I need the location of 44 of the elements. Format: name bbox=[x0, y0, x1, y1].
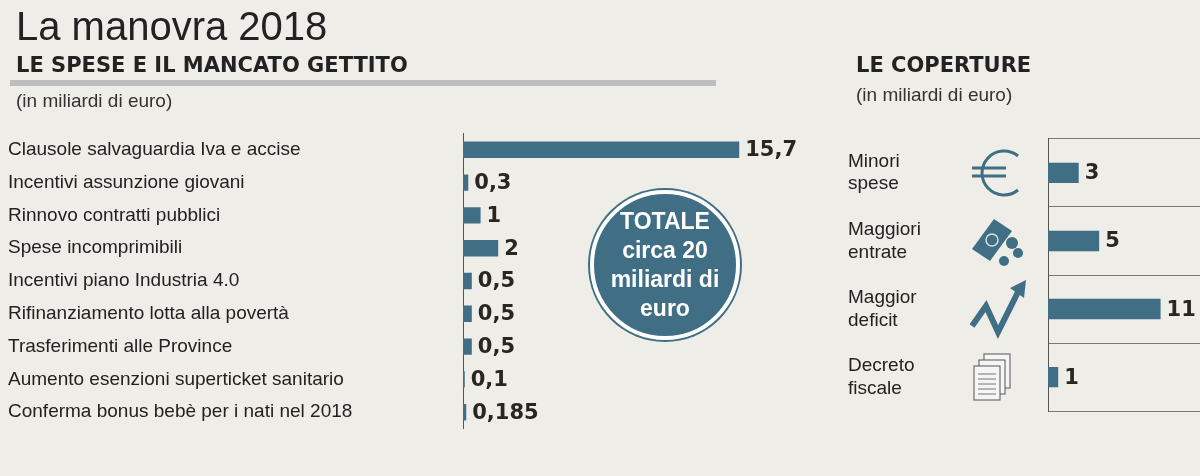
bar bbox=[463, 305, 472, 322]
data-label: 1 bbox=[1064, 364, 1079, 389]
data-label: 0,5 bbox=[477, 334, 515, 359]
bar bbox=[1048, 366, 1059, 388]
bar bbox=[463, 404, 467, 421]
y-tick-label: Incentivi piano Industria 4.0 bbox=[8, 269, 240, 291]
data-label: 2 bbox=[504, 235, 519, 260]
y-tick-label: Maggiori entrate bbox=[848, 217, 921, 262]
y-tick-label: Incentivi assunzione giovani bbox=[8, 170, 245, 192]
y-tick-label: Clausole salvaguardia Iva e accise bbox=[8, 138, 301, 160]
data-label: 0,1 bbox=[470, 366, 508, 391]
y-tick-label: Rinnovo contratti pubblici bbox=[8, 203, 221, 225]
bar bbox=[463, 174, 469, 191]
data-label: 0,5 bbox=[477, 268, 515, 293]
y-tick-label: Spese incomprimibili bbox=[8, 236, 183, 258]
data-label: 0,3 bbox=[474, 170, 512, 195]
annotation: TOTALE circa 20 miliardi di euro bbox=[590, 190, 740, 340]
y-tick-label: Conferma bonus bebè per i nati nel 2018 bbox=[8, 400, 353, 422]
data-label: 15,7 bbox=[745, 137, 798, 162]
chart-title: La manovra 2018 bbox=[15, 3, 329, 50]
y-tick-label: Trasferimenti alle Province bbox=[8, 334, 233, 356]
text: (in miliardi di euro) bbox=[15, 89, 174, 113]
bar bbox=[1048, 230, 1100, 252]
bar bbox=[463, 338, 472, 355]
y-tick-label: Aumento esenzioni superticket sanitario bbox=[8, 367, 344, 389]
chart-title: LE COPERTURE bbox=[855, 52, 1033, 79]
y-tick-label: Maggior deficit bbox=[848, 285, 918, 330]
bar bbox=[1048, 298, 1161, 320]
y-tick-label: Decreto fiscale bbox=[848, 353, 915, 398]
text: LE SPESE E IL MANCATO GETTITO bbox=[10, 50, 716, 86]
data-label: 1 bbox=[486, 202, 502, 227]
y-tick-label: Rifinanziamento lotta alla povertà bbox=[8, 302, 290, 324]
data-label: 0,185 bbox=[472, 399, 539, 424]
data-label: 5 bbox=[1105, 228, 1120, 253]
bar bbox=[463, 240, 499, 257]
data-label: 3 bbox=[1084, 160, 1100, 185]
bar bbox=[463, 272, 472, 290]
bar bbox=[1048, 162, 1079, 184]
bar bbox=[463, 141, 740, 158]
bar bbox=[463, 207, 481, 224]
data-label: 0,5 bbox=[477, 301, 515, 326]
text: (in miliardi di euro) bbox=[855, 83, 1014, 107]
y-tick-label: Minori spese bbox=[848, 149, 900, 194]
data-label: 11 bbox=[1166, 296, 1196, 321]
